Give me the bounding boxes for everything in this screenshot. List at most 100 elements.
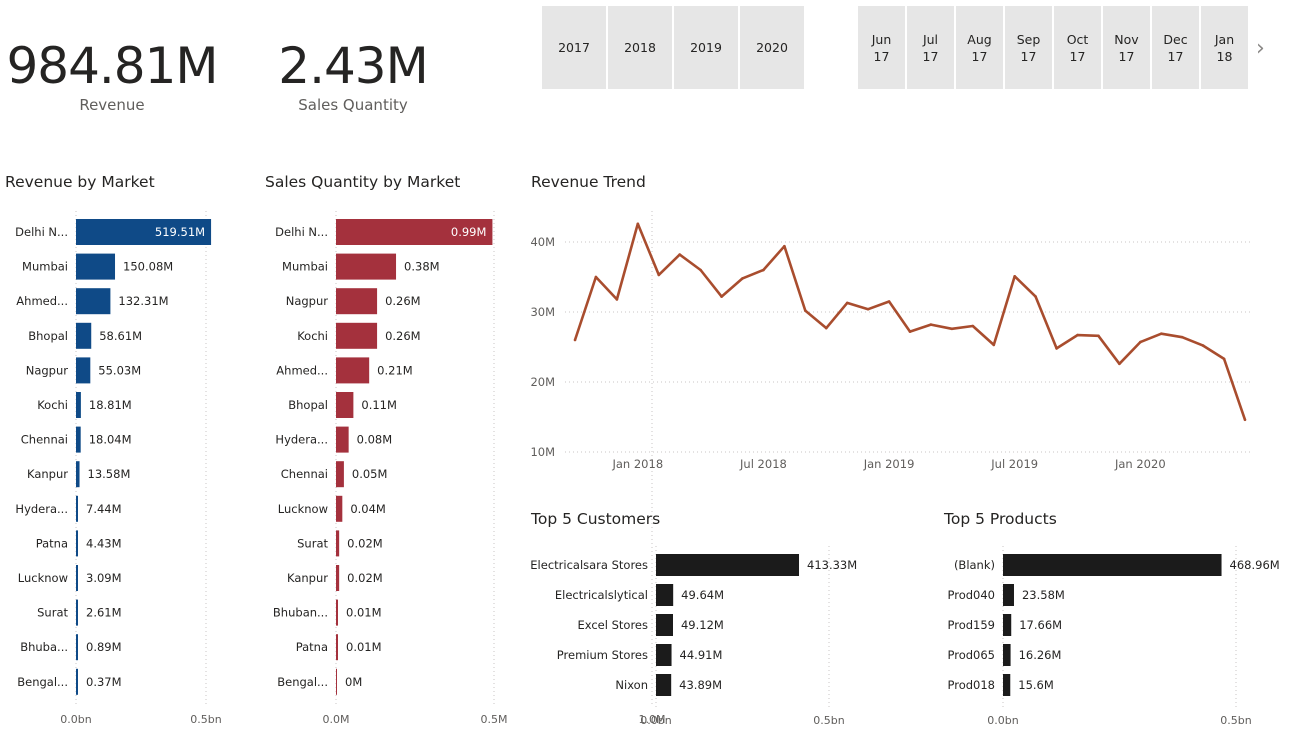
month-label: Jul bbox=[922, 31, 939, 47]
revenue-by-market-data-label-kochi: 18.81M bbox=[89, 398, 132, 412]
month-label: Oct bbox=[1066, 31, 1089, 47]
top-products-category-label-prod018: Prod018 bbox=[948, 678, 996, 692]
month-button-jul-17[interactable]: Jul 17 bbox=[907, 6, 954, 89]
month-button-dec-17[interactable]: Dec 17 bbox=[1152, 6, 1199, 89]
quantity-by-market-data-label-hydera: 0.08M bbox=[357, 433, 393, 447]
revenue-kpi-card: 984.81M Revenue bbox=[0, 36, 224, 114]
revenue-by-market-bar-bhopal bbox=[76, 322, 92, 349]
sales-quantity-kpi-label: Sales Quantity bbox=[298, 96, 408, 114]
top-products-data-label-prod040: 23.58M bbox=[1022, 588, 1065, 602]
month-label: Sep bbox=[1016, 31, 1041, 47]
revenue-trend-point-2020-01 bbox=[1139, 340, 1142, 344]
quantity-by-market-data-label-ahmed: 0.21M bbox=[377, 363, 413, 377]
revenue-by-market-bar-nagpur bbox=[76, 357, 91, 384]
quantity-by-market-data-label-kochi: 0.26M bbox=[385, 329, 421, 343]
year-button-2017[interactable]: 2017 bbox=[542, 6, 606, 89]
revenue-by-market-data-label-kanpur: 13.58M bbox=[88, 467, 131, 481]
month-year-label: 17 bbox=[1069, 48, 1086, 64]
revenue-by-market-x-tick-label: 0.0bn bbox=[60, 713, 91, 726]
month-label: Aug bbox=[967, 31, 992, 47]
top-customers-bar-nixon bbox=[656, 674, 672, 696]
revenue-by-market-category-label-surat: Surat bbox=[37, 606, 68, 620]
revenue-by-market-bar-hydera bbox=[76, 495, 78, 522]
month-button-jan-18[interactable]: Jan 18 bbox=[1201, 6, 1248, 89]
top-products-category-label-prod040: Prod040 bbox=[948, 588, 996, 602]
revenue-trend-point-2019-06 bbox=[992, 343, 996, 347]
top-customers-bar-premium-stores bbox=[656, 644, 672, 666]
top-customers-category-label-electricalslytical: Electricalslytical bbox=[555, 588, 648, 602]
revenue-trend-point-2020-04 bbox=[1201, 344, 1205, 347]
revenue-by-market-data-label-nagpur: 55.03M bbox=[98, 363, 141, 377]
revenue-by-market-data-label-ahmed: 132.31M bbox=[118, 294, 168, 308]
revenue-trend-x-tick-label: Jan 2020 bbox=[1114, 457, 1166, 471]
revenue-by-market-data-label-bengal: 0.37M bbox=[86, 675, 122, 689]
quantity-by-market-category-label-delhi-n: Delhi N... bbox=[275, 225, 328, 239]
revenue-by-market-category-label-kanpur: Kanpur bbox=[27, 467, 68, 481]
top-products-category-label-prod065: Prod065 bbox=[948, 648, 996, 662]
top-customers-bar-electricalslytical bbox=[656, 584, 674, 606]
quantity-by-market-category-label-bhuban: Bhuban... bbox=[273, 606, 328, 620]
year-button-2020[interactable]: 2020 bbox=[740, 6, 804, 89]
quantity-by-market-data-label-bengal: 0M bbox=[345, 675, 362, 689]
revenue-trend-y-tick-label: 10M bbox=[530, 445, 555, 459]
month-label: Dec bbox=[1163, 31, 1188, 47]
top-products-bar-prod065 bbox=[1003, 644, 1011, 666]
revenue-trend-point-2019-04 bbox=[950, 327, 954, 331]
top-customers-category-label-electricalsara-stores: Electricalsara Stores bbox=[530, 558, 648, 572]
chevron-right-icon[interactable]: › bbox=[1256, 36, 1265, 61]
sales-quantity-kpi-value: 2.43M bbox=[278, 37, 428, 95]
quantity-by-market-data-label-mumbai: 0.38M bbox=[404, 260, 440, 274]
quantity-by-market-bar-bengal bbox=[336, 668, 337, 695]
quantity-by-market-category-label-kanpur: Kanpur bbox=[287, 571, 328, 585]
revenue-by-market-data-label-bhuba: 0.89M bbox=[86, 640, 122, 654]
revenue-by-market-category-label-bengal: Bengal... bbox=[17, 675, 68, 689]
month-label: Jun bbox=[871, 31, 892, 47]
revenue-trend-point-2018-09 bbox=[804, 309, 807, 312]
revenue-by-market-category-label-bhopal: Bhopal bbox=[28, 329, 68, 343]
top-customers-data-label-nixon: 43.89M bbox=[679, 678, 722, 692]
revenue-trend-point-2018-11 bbox=[845, 301, 849, 305]
quantity-by-market-bar-surat bbox=[336, 530, 340, 557]
revenue-trend-point-2018-10 bbox=[824, 326, 828, 330]
revenue-trend-point-2018-01 bbox=[636, 222, 640, 226]
quantity-by-market-bar-bhuban bbox=[336, 599, 338, 626]
quantity-by-market-data-label-bhopal: 0.11M bbox=[361, 398, 397, 412]
revenue-by-market-data-label-chennai: 18.04M bbox=[89, 433, 132, 447]
revenue-trend-point-2018-08 bbox=[783, 244, 786, 248]
quantity-by-market-data-label-nagpur: 0.26M bbox=[385, 294, 421, 308]
revenue-by-market-data-label-bhopal: 58.61M bbox=[99, 329, 142, 343]
top-customers-x-tick-label: 0.0bn bbox=[640, 714, 671, 727]
top-5-products-title: Top 5 Products bbox=[944, 510, 1057, 528]
quantity-by-market-bar-delhi-n bbox=[336, 219, 493, 245]
revenue-by-market-bar-kochi bbox=[76, 392, 81, 418]
top-customers-x-tick-label: 0.5bn bbox=[813, 714, 844, 727]
year-slicer: 2017 2018 2019 2020 bbox=[542, 6, 804, 89]
revenue-trend-point-2018-02 bbox=[657, 273, 661, 277]
month-button-sep-17[interactable]: Sep 17 bbox=[1005, 6, 1052, 89]
month-year-label: 17 bbox=[922, 48, 939, 64]
revenue-by-market-category-label-mumbai: Mumbai bbox=[22, 260, 68, 274]
month-button-nov-17[interactable]: Nov 17 bbox=[1103, 6, 1150, 89]
year-label: 2017 bbox=[558, 40, 590, 55]
quantity-by-market-x-tick-label: 1.0M bbox=[639, 713, 666, 726]
year-button-2019[interactable]: 2019 bbox=[674, 6, 738, 89]
revenue-trend-point-2020-05 bbox=[1222, 357, 1226, 361]
top-customers-data-label-electricalslytical: 49.64M bbox=[681, 588, 724, 602]
top-customers-data-label-excel-stores: 49.12M bbox=[681, 618, 724, 632]
quantity-by-market-data-label-kanpur: 0.02M bbox=[347, 571, 383, 585]
year-button-2018[interactable]: 2018 bbox=[608, 6, 672, 89]
top-customers-category-label-premium-stores: Premium Stores bbox=[557, 648, 648, 662]
quantity-by-market-bar-lucknow bbox=[336, 495, 343, 522]
month-button-jun-17[interactable]: Jun 17 bbox=[858, 6, 905, 89]
month-button-oct-17[interactable]: Oct 17 bbox=[1054, 6, 1101, 89]
quantity-by-market-data-label-lucknow: 0.04M bbox=[350, 502, 386, 516]
month-button-aug-17[interactable]: Aug 17 bbox=[956, 6, 1003, 89]
revenue-trend-point-2020-03 bbox=[1180, 335, 1184, 339]
revenue-by-market-x-tick-label: 0.5bn bbox=[190, 713, 221, 726]
revenue-trend-y-tick-label: 30M bbox=[530, 305, 555, 319]
top-products-data-label-prod065: 16.26M bbox=[1019, 648, 1062, 662]
revenue-by-market-bar-ahmed bbox=[76, 288, 111, 315]
top-customers-data-label-premium-stores: 44.91M bbox=[680, 648, 723, 662]
top-customers-bar-excel-stores bbox=[656, 614, 673, 636]
